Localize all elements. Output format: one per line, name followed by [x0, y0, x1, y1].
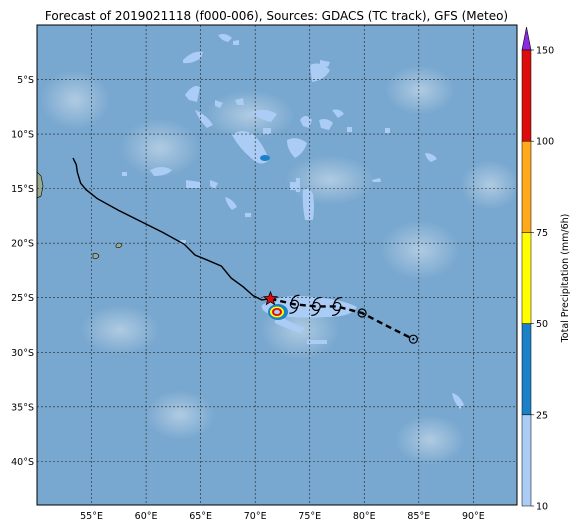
- cyclone-symbol-icon: [289, 294, 300, 314]
- lon-tick-label: 65°E: [189, 511, 212, 522]
- lat-tick-label: 40°S: [11, 457, 34, 468]
- low-pressure-circle-icon: [357, 308, 367, 318]
- forecast-track-line: [270, 297, 414, 341]
- map-frame: [36, 24, 518, 506]
- lat-tick-label: 35°S: [11, 402, 34, 413]
- colorbar-segment: [521, 414, 532, 507]
- lat-tick-label: 25°S: [11, 293, 34, 304]
- colorbar-segment: [521, 323, 532, 416]
- map-layer: [37, 25, 517, 505]
- cyclone-symbol-icon: [331, 296, 343, 317]
- precip-patches: [122, 34, 464, 409]
- current-position-star-icon: [262, 290, 279, 306]
- lat-tick-label: 5°S: [17, 75, 34, 86]
- lon-tick-label: 70°E: [244, 511, 267, 522]
- longitude-ticks: 55°E 60°E 65°E 70°E 75°E 80°E 85°E 90°E: [80, 511, 485, 522]
- lat-tick-label: 30°S: [11, 348, 34, 359]
- latitude-ticks: 5°S 10°S 15°S 20°S 25°S 30°S 35°S 40°S: [11, 75, 34, 468]
- lon-tick-label: 75°E: [298, 511, 321, 522]
- tc-track: [72, 157, 418, 344]
- colorbar-segment: [521, 49, 532, 142]
- colorbar-segment: [521, 232, 532, 324]
- colorbar-tick-label: 25: [536, 410, 548, 421]
- low-pressure-circle-icon: [408, 334, 418, 344]
- observed-track-line: [72, 157, 271, 301]
- colorbar-tick-label: 50: [536, 319, 548, 330]
- lat-tick-label: 10°S: [11, 130, 34, 141]
- lon-tick-label: 55°E: [80, 511, 103, 522]
- colorbar-tick-label: 10: [536, 502, 548, 513]
- lon-tick-label: 60°E: [135, 511, 158, 522]
- lat-tick-label: 20°S: [11, 239, 34, 250]
- lat-tick-label: 15°S: [11, 184, 34, 195]
- lon-tick-label: 85°E: [407, 511, 430, 522]
- colorbar: 10 25 50 75 100 150 Total Precipitation (mm/6h…: [521, 26, 571, 513]
- cyclone-symbol-icon: [311, 296, 322, 317]
- lon-tick-label: 80°E: [353, 511, 376, 522]
- colorbar-tick-label: 75: [536, 228, 548, 239]
- madagascar-edge: [37, 171, 44, 199]
- colorbar-extend-arrow: [521, 26, 532, 51]
- lon-tick-label: 90°E: [462, 511, 485, 522]
- figure-title: Forecast of 2019021118 (f000-006), Sourc…: [44, 9, 509, 23]
- reunion-island: [92, 253, 100, 259]
- colorbar-title: Total Precipitation (mm/6h): [560, 214, 571, 344]
- gridlines: [37, 25, 517, 505]
- colorbar-tick-label: 150: [536, 46, 554, 57]
- colorbar-tick-label: 100: [536, 137, 554, 148]
- colorbar-segment: [521, 140, 532, 233]
